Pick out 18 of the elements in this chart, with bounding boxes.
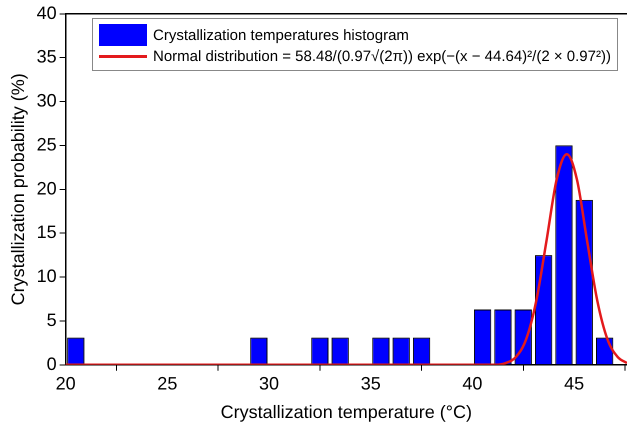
y-axis-title: Crystallization probability (%): [8, 73, 28, 306]
y-tick-label: 10: [36, 266, 57, 286]
x-tick-label: 40: [462, 374, 482, 394]
x-tick-label: 35: [360, 374, 381, 394]
y-tick-label: 20: [36, 178, 57, 198]
x-axis-title: Crystallization temperature (°C): [220, 402, 472, 422]
y-tick-label: 30: [36, 90, 57, 111]
x-tick-label: 30: [259, 374, 280, 394]
y-tick-label: 15: [36, 222, 57, 242]
y-tick-label: 5: [46, 310, 57, 330]
legend-label: Normal distribution = 58.48/(0.97√(2π)) exp(−(x − 44.64)²/(2 × 0.97²)): [153, 48, 611, 65]
y-tick-label: 40: [36, 2, 57, 23]
y-tick-label: 0: [46, 354, 57, 374]
legend-label: Crystallization temperatures histogram: [153, 26, 409, 44]
x-tick-label: 45: [564, 374, 584, 394]
x-tick-label: 25: [157, 374, 178, 394]
y-tick-label: 25: [36, 134, 57, 154]
y-tick-label: 35: [36, 46, 57, 67]
